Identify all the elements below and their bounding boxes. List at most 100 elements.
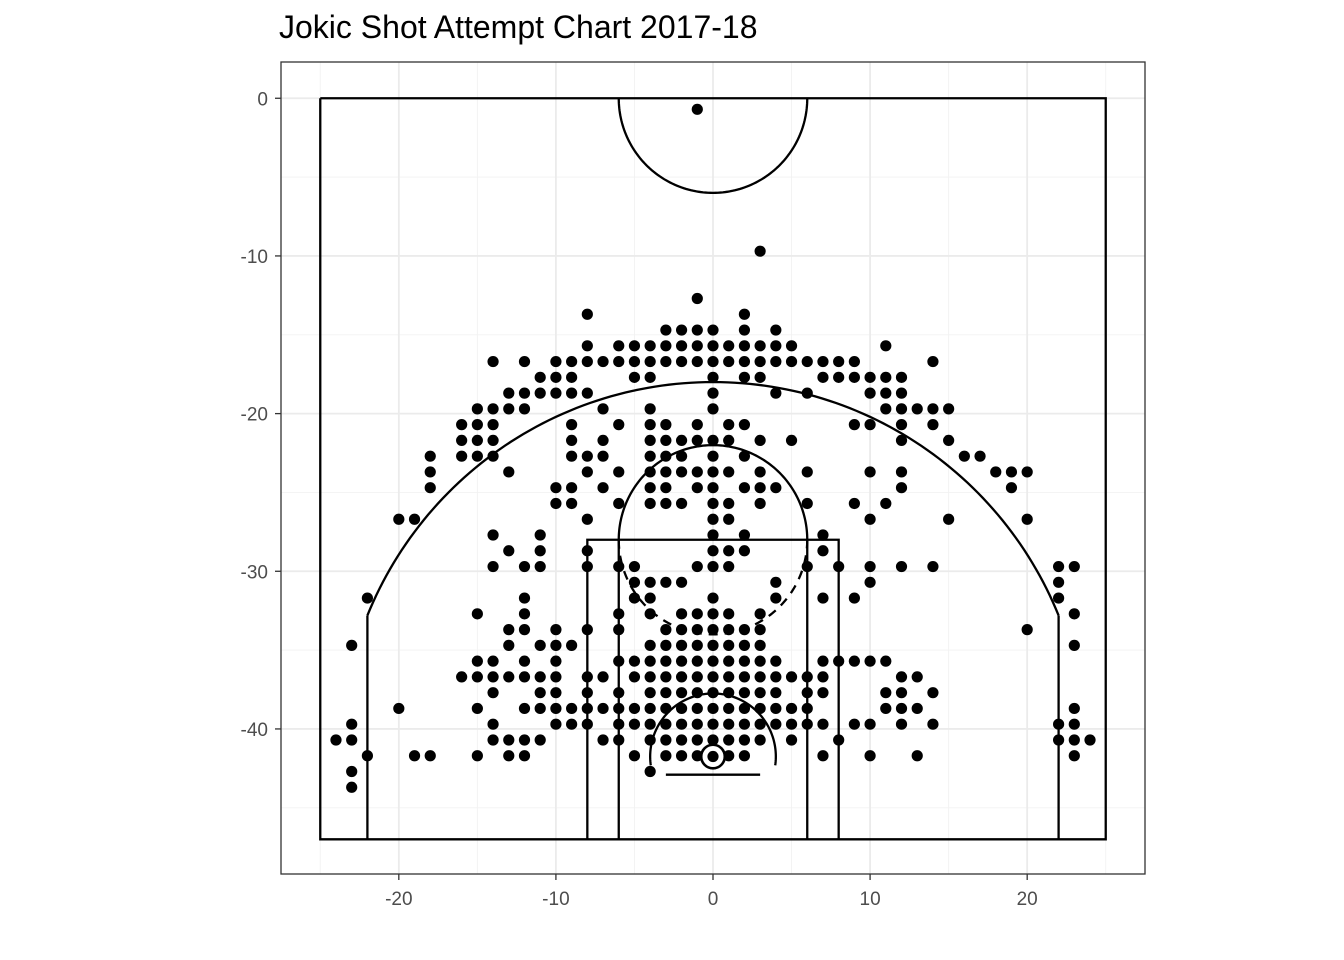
shot-point xyxy=(518,608,531,620)
shot-point xyxy=(707,529,719,541)
shot-point xyxy=(566,355,578,368)
axes: -20 -10 0 10 20 0 -10 -20 -30 -40 xyxy=(241,89,1038,910)
shot-point xyxy=(628,750,641,762)
shot-point xyxy=(597,355,609,368)
shot-point xyxy=(581,340,593,352)
shot-point xyxy=(566,387,578,399)
shot-point xyxy=(628,371,641,383)
shot-point xyxy=(864,419,876,431)
shot-point xyxy=(503,671,515,683)
shot-point xyxy=(754,434,766,447)
shot-point xyxy=(723,560,735,573)
shot-point xyxy=(628,671,641,683)
shot-point xyxy=(770,387,782,399)
shot-point xyxy=(644,718,656,730)
shot-point xyxy=(1021,513,1033,525)
shot-point xyxy=(566,639,578,651)
shot-point xyxy=(675,355,688,368)
shot-point xyxy=(738,624,751,636)
shot-point xyxy=(691,324,703,336)
shot-point xyxy=(675,624,688,636)
shot-point xyxy=(550,639,562,651)
shot-point xyxy=(487,687,499,699)
shot-point xyxy=(770,482,782,494)
shot-point xyxy=(550,371,562,383)
shot-point xyxy=(801,355,813,368)
shot-point xyxy=(424,466,436,478)
shot-point xyxy=(911,702,923,715)
shot-point xyxy=(675,497,688,510)
shot-point xyxy=(550,671,562,683)
shot-point xyxy=(518,355,531,368)
shot-point xyxy=(424,450,436,462)
shot-point xyxy=(566,450,578,462)
shot-point xyxy=(1068,560,1080,573)
chart-title: Jokic Shot Attempt Chart 2017-18 xyxy=(279,9,757,45)
shot-point xyxy=(770,671,782,683)
shot-point xyxy=(927,687,939,699)
shot-point xyxy=(487,671,499,683)
shot-point xyxy=(738,639,751,651)
shot-point xyxy=(723,340,735,352)
shot-point xyxy=(723,466,735,478)
shot-point xyxy=(503,403,515,415)
shot-point xyxy=(864,750,876,762)
shot-point xyxy=(1005,482,1018,494)
shot-point xyxy=(518,734,531,746)
shot-point xyxy=(644,371,656,383)
shot-point xyxy=(613,624,625,636)
shot-point xyxy=(864,560,876,573)
shot-point xyxy=(864,513,876,525)
shot-point xyxy=(675,324,688,336)
shot-point xyxy=(346,718,358,730)
shot-point xyxy=(597,403,609,415)
shot-point xyxy=(471,655,483,667)
shot-point xyxy=(675,576,688,588)
shot-point xyxy=(503,387,515,399)
shot-point xyxy=(770,718,782,730)
shot-point xyxy=(801,387,813,399)
shot-point xyxy=(707,482,719,494)
shot-point xyxy=(628,355,641,368)
shot-point xyxy=(613,608,625,620)
shot-point xyxy=(738,529,751,541)
shot-point xyxy=(471,608,483,620)
shot-point xyxy=(707,560,719,573)
shot-point xyxy=(801,466,813,478)
shot-point xyxy=(864,655,876,667)
shot-point xyxy=(707,592,719,604)
y-tick-label: 0 xyxy=(257,89,268,110)
shot-points xyxy=(330,103,1096,793)
shot-point xyxy=(471,671,483,683)
shot-point xyxy=(644,734,656,746)
shot-point xyxy=(613,560,625,573)
shot-point xyxy=(613,466,625,478)
shot-point xyxy=(644,702,656,715)
shot-point xyxy=(628,655,641,667)
shot-point xyxy=(534,560,546,573)
shot-point xyxy=(691,560,703,573)
shot-point xyxy=(723,624,735,636)
shot-point xyxy=(770,340,782,352)
y-tick-label: -20 xyxy=(241,405,268,426)
shot-point xyxy=(550,497,562,510)
shot-point xyxy=(754,624,766,636)
shot-point xyxy=(503,624,515,636)
shot-point xyxy=(723,718,735,730)
shot-point xyxy=(738,308,751,320)
x-tick-label: -20 xyxy=(385,889,412,910)
shot-point xyxy=(613,687,625,699)
shot-point xyxy=(456,671,468,683)
shot-point xyxy=(487,529,499,541)
shot-point xyxy=(943,403,955,415)
shot-point xyxy=(801,560,813,573)
shot-point xyxy=(707,450,719,462)
shot-point xyxy=(675,734,688,746)
shot-point xyxy=(738,655,751,667)
shot-point xyxy=(895,718,908,730)
shot-point xyxy=(723,687,735,699)
shot-point xyxy=(566,482,578,494)
shot-point xyxy=(346,734,358,746)
shot-point xyxy=(1021,624,1033,636)
